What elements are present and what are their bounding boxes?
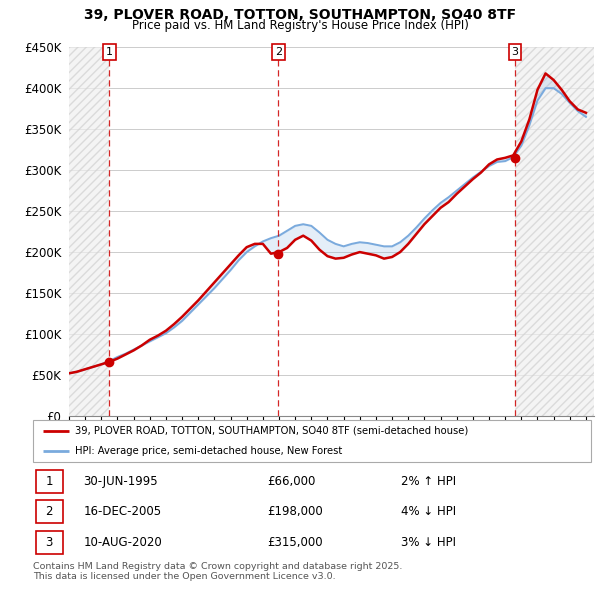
Text: 2: 2 — [46, 505, 53, 519]
Text: £66,000: £66,000 — [268, 475, 316, 488]
Text: 3% ↓ HPI: 3% ↓ HPI — [401, 536, 456, 549]
Bar — [515, 47, 594, 416]
Text: 10-AUG-2020: 10-AUG-2020 — [83, 536, 162, 549]
Text: £198,000: £198,000 — [268, 505, 323, 519]
Text: HPI: Average price, semi-detached house, New Forest: HPI: Average price, semi-detached house,… — [75, 446, 342, 456]
Text: 16-DEC-2005: 16-DEC-2005 — [83, 505, 161, 519]
Text: Contains HM Land Registry data © Crown copyright and database right 2025.
This d: Contains HM Land Registry data © Crown c… — [33, 562, 403, 581]
Text: 3: 3 — [46, 536, 53, 549]
Text: 1: 1 — [46, 475, 53, 488]
Bar — [36, 470, 62, 493]
Bar — [69, 47, 109, 416]
Text: 30-JUN-1995: 30-JUN-1995 — [83, 475, 158, 488]
Text: 39, PLOVER ROAD, TOTTON, SOUTHAMPTON, SO40 8TF: 39, PLOVER ROAD, TOTTON, SOUTHAMPTON, SO… — [84, 8, 516, 22]
Text: 39, PLOVER ROAD, TOTTON, SOUTHAMPTON, SO40 8TF (semi-detached house): 39, PLOVER ROAD, TOTTON, SOUTHAMPTON, SO… — [75, 426, 468, 436]
Text: 3: 3 — [512, 47, 518, 57]
Bar — [36, 500, 62, 523]
Text: £315,000: £315,000 — [268, 536, 323, 549]
Text: 2% ↑ HPI: 2% ↑ HPI — [401, 475, 457, 488]
Bar — [36, 531, 62, 554]
Text: 1: 1 — [106, 47, 113, 57]
Text: 4% ↓ HPI: 4% ↓ HPI — [401, 505, 457, 519]
Text: Price paid vs. HM Land Registry's House Price Index (HPI): Price paid vs. HM Land Registry's House … — [131, 19, 469, 32]
Text: 2: 2 — [275, 47, 282, 57]
